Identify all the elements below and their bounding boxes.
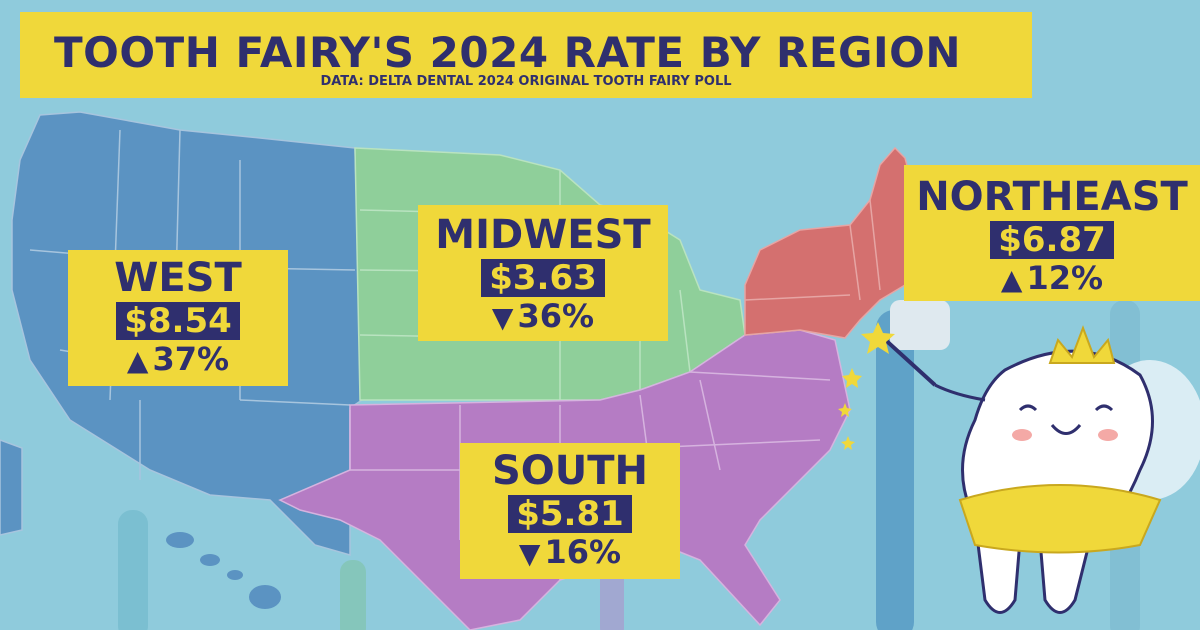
map-region-alaska [0, 439, 23, 536]
data-source-caption: DATA: DELTA DENTAL 2024 ORIGINAL TOOTH F… [320, 74, 732, 89]
region-rate: $6.87 [990, 221, 1114, 259]
region-name: MIDWEST [435, 212, 651, 258]
region-label-midwest: MIDWEST $3.63 ▼ 36% [418, 205, 668, 341]
region-change: ▼ 36% [418, 297, 668, 337]
region-change: ▼ 16% [460, 533, 680, 573]
region-rate: $3.63 [481, 259, 605, 297]
region-change-value: 36% [517, 297, 595, 335]
region-label-west: WEST $8.54 ▲ 37% [68, 250, 288, 386]
region-name: NORTHEAST [916, 174, 1188, 220]
sparkle-icon [838, 368, 862, 450]
region-name: WEST [114, 255, 242, 301]
region-change-value: 37% [152, 340, 230, 378]
arrow-up-icon: ▲ [126, 344, 149, 377]
region-change: ▲ 37% [68, 340, 288, 380]
region-label-south: SOUTH $5.81 ▼ 16% [460, 443, 680, 579]
region-rate: $5.81 [508, 495, 632, 533]
title-banner: TOOTH FAIRY'S 2024 RATE BY REGION DATA: … [20, 12, 1032, 98]
star-icon [861, 322, 895, 354]
magic-wand [861, 322, 937, 387]
region-name: SOUTH [491, 448, 649, 494]
crown-icon [1048, 325, 1116, 364]
tooth-fairy-illustration [934, 325, 1200, 614]
page-title: TOOTH FAIRY'S 2024 RATE BY REGION [54, 28, 961, 77]
region-rate: $8.54 [116, 302, 240, 340]
arrow-down-icon: ▼ [491, 301, 514, 334]
toothbrush-decoration [876, 300, 950, 630]
arrow-down-icon: ▼ [518, 537, 541, 570]
region-change-value: 16% [544, 533, 622, 571]
map-region-hawaii [166, 532, 281, 609]
region-change-value: 12% [1026, 259, 1104, 297]
state-borders-northeast [744, 199, 881, 301]
arrow-up-icon: ▲ [1000, 263, 1023, 296]
region-label-northeast: NORTHEAST $6.87 ▲ 12% [904, 165, 1200, 301]
region-change: ▲ 12% [904, 259, 1200, 299]
